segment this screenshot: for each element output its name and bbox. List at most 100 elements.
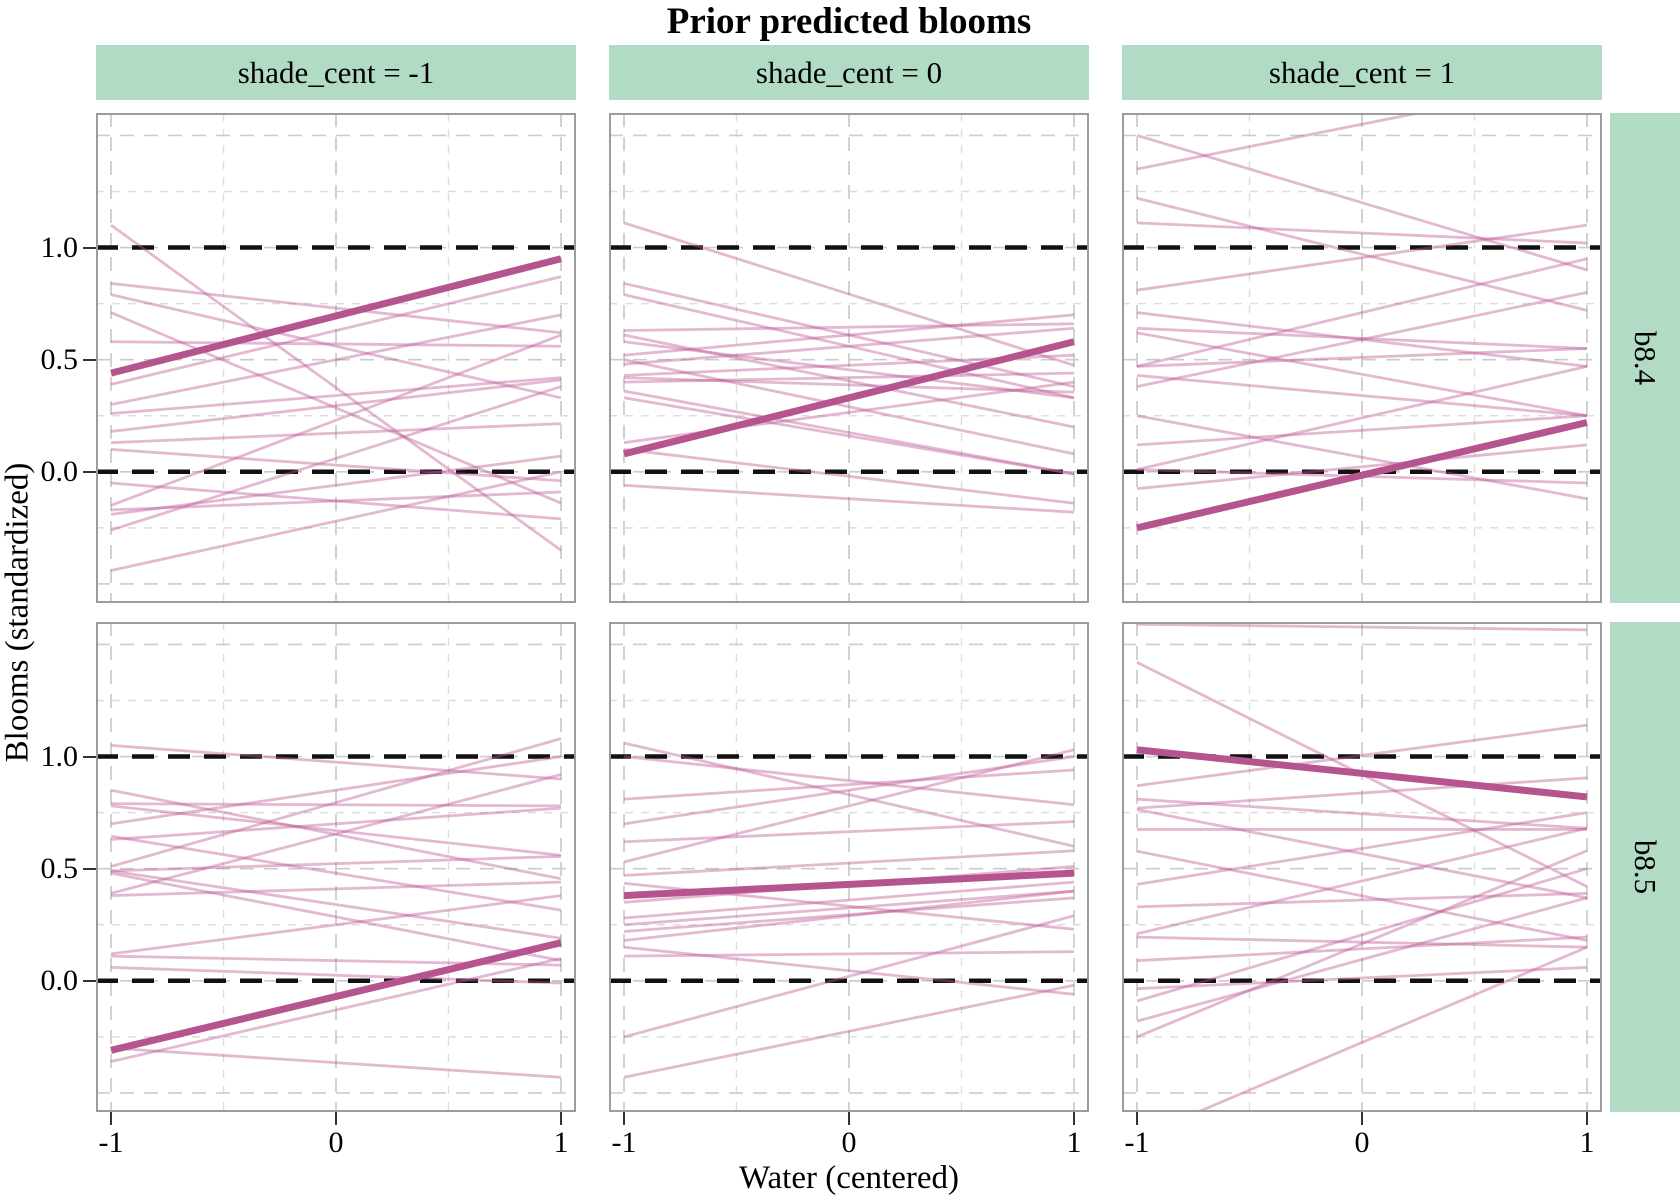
y-axis-tick-label: 1.0 — [40, 739, 79, 773]
prior-draw-line — [1136, 331, 1588, 418]
panel-b8.5-shade_cent0 — [609, 622, 1089, 1112]
facet-strip-model-b8-4: b8.4 — [1610, 113, 1680, 603]
prior-draw-line — [110, 376, 562, 415]
prior-draw-line — [623, 340, 1075, 400]
y-axis-tick — [83, 755, 96, 758]
prior-draw-line — [110, 854, 562, 873]
prior-draw-line — [623, 889, 1075, 927]
x-axis-tick-label: 1 — [1579, 1126, 1595, 1159]
y-axis-tick — [83, 358, 96, 361]
prior-draw-line — [1136, 896, 1588, 1023]
prior-draw-line — [110, 834, 562, 912]
prior-draw-line — [1136, 221, 1588, 245]
prior-draw-line — [623, 293, 1075, 400]
facet-strip-model-b8-5: b8.5 — [1610, 622, 1680, 1112]
y-axis-title: Blooms (standardized) — [0, 462, 36, 763]
x-axis-tick — [1073, 1112, 1075, 1125]
prior-draw-line — [1136, 326, 1588, 350]
prior-draw-line — [623, 358, 1075, 456]
x-axis-tick-label: -1 — [1124, 1126, 1150, 1159]
prior-draw-line — [110, 447, 562, 483]
x-axis-title: Water (centered) — [739, 1160, 959, 1196]
prior-draw-line — [1136, 891, 1588, 909]
panel-canvas — [611, 624, 1087, 1110]
prior-draw-line — [110, 293, 562, 400]
prior-draw-line — [110, 470, 562, 572]
panel-canvas — [611, 115, 1087, 601]
facet-strip-shade-cent-0: shade_cent = 0 — [609, 45, 1089, 100]
prior-draw-line — [1136, 867, 1588, 1003]
x-axis-tick — [335, 1112, 337, 1125]
prior-draw-line — [623, 849, 1075, 877]
x-axis-tick-label: -1 — [98, 1126, 124, 1159]
prior-draw-line — [1136, 723, 1588, 788]
prior-draw-line — [623, 447, 1075, 505]
facet-strip-shade-cent-neg1: shade_cent = -1 — [96, 45, 576, 100]
prior-draw-line — [110, 378, 562, 433]
page-title: Prior predicted blooms — [666, 1, 1032, 42]
prior-draw-line — [1136, 849, 1588, 1039]
y-axis-tick — [83, 867, 96, 870]
prior-draw-line — [1136, 373, 1588, 418]
prior-draw-line — [110, 333, 562, 507]
prior-draw-line — [110, 313, 562, 406]
prior-draw-line — [623, 376, 1075, 394]
prior-draw-line — [623, 326, 1075, 366]
prior-draw-line — [110, 773, 562, 895]
prior-draw-line — [623, 389, 1075, 476]
prior-draw-line — [1136, 797, 1588, 830]
prior-draw-line — [1136, 365, 1588, 471]
prior-draw-line — [110, 340, 562, 348]
facet-strip-label: shade_cent = 0 — [755, 55, 943, 90]
prior-draw-line — [110, 804, 562, 857]
prior-draw-line — [110, 788, 562, 881]
x-axis-tick — [623, 1112, 625, 1125]
prior-draw-line — [1136, 935, 1588, 963]
prior-draw-line — [1136, 826, 1588, 936]
prior-draw-line — [110, 802, 562, 808]
prior-draw-line — [1136, 196, 1588, 312]
prior-draw-line — [110, 743, 562, 781]
panel-b8.4-shade_cent1 — [1122, 113, 1602, 603]
y-axis-tick — [83, 979, 96, 982]
prior-draw-line — [1136, 624, 1588, 632]
highlighted-draw-line — [110, 255, 562, 377]
prior-draw-line — [1136, 347, 1588, 368]
prior-draw-line — [110, 871, 562, 963]
prior-draw-line — [110, 275, 562, 386]
prior-draw-line — [110, 894, 562, 956]
prior-draw-line — [110, 869, 562, 940]
x-axis-tick-label: 0 — [841, 1126, 857, 1159]
panel-canvas — [1124, 624, 1600, 1110]
prior-draw-line — [623, 282, 1075, 388]
panel-b8.4-shade_cent0 — [609, 113, 1089, 603]
prior-draw-line — [1199, 945, 1588, 1110]
panel-canvas — [98, 115, 574, 601]
x-axis-tick — [848, 1112, 850, 1125]
x-axis-tick — [1586, 1112, 1588, 1125]
prior-draw-line — [1136, 115, 1416, 171]
panel-b8.5-shade_cent1 — [1122, 622, 1602, 1112]
prior-draw-line — [110, 965, 562, 985]
prior-draw-line — [110, 737, 562, 868]
highlighted-draw-line — [623, 869, 1075, 900]
prior-draw-line — [1136, 808, 1588, 900]
prior-draw-line — [1136, 443, 1588, 491]
prior-draw-line — [623, 768, 1075, 801]
prior-draw-line — [623, 322, 1075, 332]
x-axis-tick-label: -1 — [611, 1126, 637, 1159]
prior-draw-line — [623, 896, 1075, 933]
y-axis-tick — [83, 246, 96, 249]
prior-draw-line — [1136, 849, 1588, 942]
y-axis-tick-label: 0.0 — [40, 963, 79, 997]
y-axis-tick-label: 0.5 — [40, 342, 79, 376]
prior-draw-line — [1136, 965, 1588, 991]
prior-draw-line — [1136, 935, 1588, 949]
highlighted-draw-line — [623, 338, 1075, 458]
prior-draw-line — [1136, 311, 1588, 368]
prior-draw-line — [110, 311, 562, 505]
panel-b8.5-shade_cent-1 — [96, 622, 576, 1112]
prior-draw-line — [623, 333, 1075, 429]
prior-draw-line — [623, 950, 1075, 958]
